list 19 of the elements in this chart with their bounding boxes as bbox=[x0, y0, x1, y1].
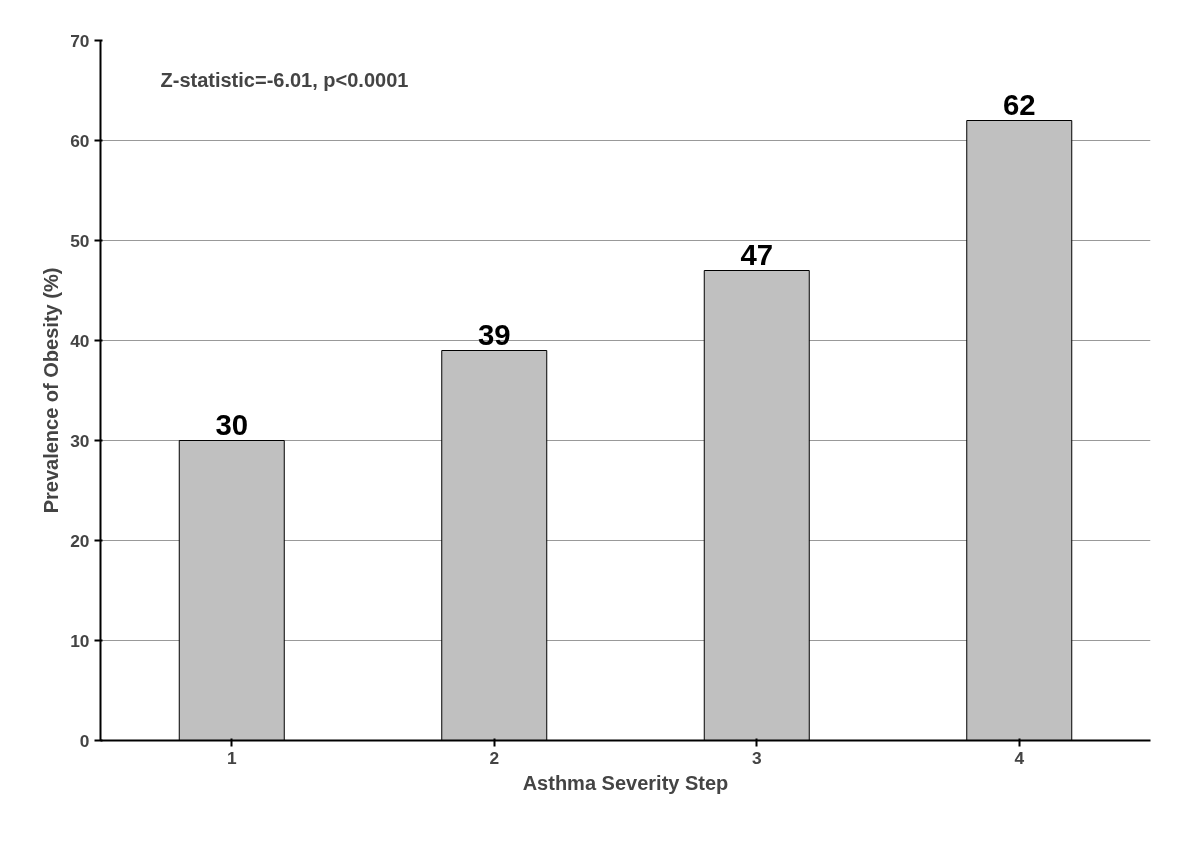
y-tick-label: 10 bbox=[70, 630, 90, 651]
y-tick-label: 40 bbox=[70, 330, 90, 351]
y-tick-label: 30 bbox=[70, 430, 90, 451]
x-tick-label: 1 bbox=[226, 747, 237, 768]
x-tick-label: 2 bbox=[489, 747, 500, 768]
data-label: 30 bbox=[215, 407, 249, 441]
y-tick-label: 60 bbox=[70, 130, 90, 151]
y-axis-title: Prevalence of Obesity (%) bbox=[40, 267, 63, 514]
x-tick-label: 3 bbox=[751, 747, 762, 768]
x-tick-label: 4 bbox=[1014, 747, 1025, 768]
data-label: 39 bbox=[477, 317, 511, 351]
y-tick-label: 0 bbox=[79, 730, 90, 751]
data-label: 62 bbox=[1002, 87, 1036, 121]
y-tick-label: 20 bbox=[70, 530, 90, 551]
x-axis-title: Asthma Severity Step bbox=[522, 771, 729, 794]
y-tick-label: 50 bbox=[70, 230, 90, 251]
y-tick-label: 70 bbox=[70, 30, 90, 51]
annotation: Z-statistic=-6.01, p<0.0001 bbox=[160, 68, 409, 91]
data-label: 47 bbox=[740, 237, 774, 271]
